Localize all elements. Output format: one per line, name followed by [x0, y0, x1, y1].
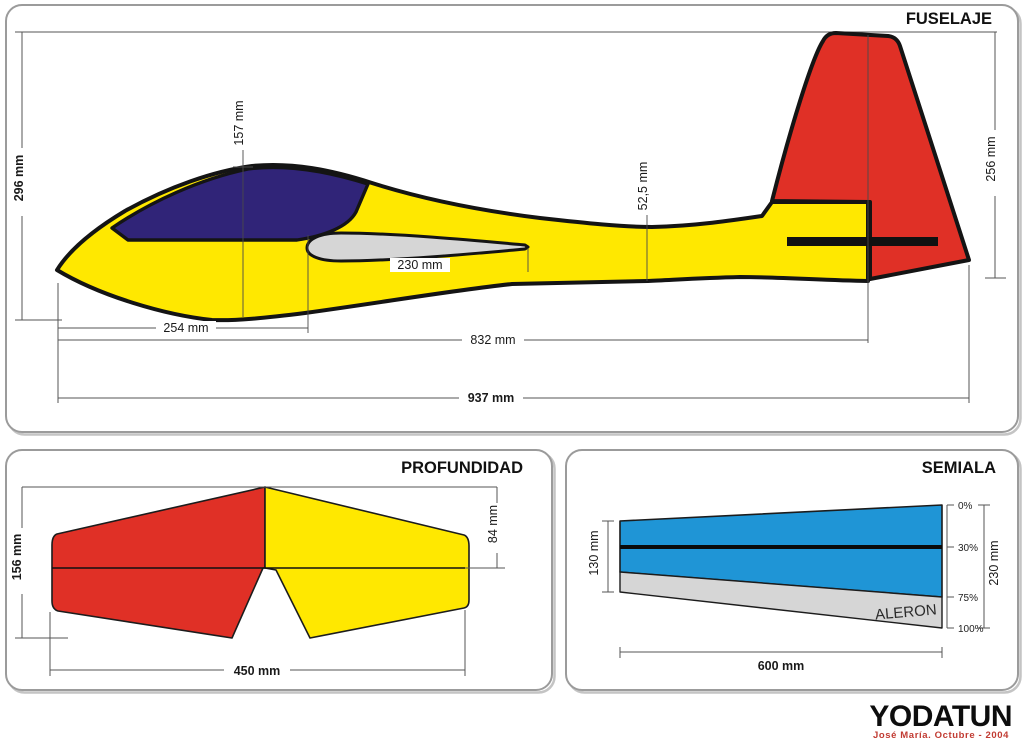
svg-text:937 mm: 937 mm	[468, 391, 515, 405]
svg-text:450 mm: 450 mm	[234, 664, 281, 678]
canopy	[110, 165, 370, 242]
dim-wing-tip-label: 130 mm	[587, 530, 601, 575]
fuselaje-station-lines	[233, 35, 869, 343]
fuselaje-panel: FUSELAJE	[5, 4, 1022, 436]
aileron-label: ALERON	[874, 601, 937, 623]
dim-wing-root-line	[978, 504, 990, 629]
svg-text:157 mm: 157 mm	[232, 100, 246, 145]
dim-wing-tip-line	[602, 520, 614, 593]
aileron-strip	[619, 571, 943, 629]
semiala-dim-labels: 130 mm 0% 30% 75% 100% 230 mm 600 mm	[587, 501, 1001, 673]
dim-stab-span-label: 450 mm	[224, 662, 290, 678]
svg-text:832 mm: 832 mm	[470, 333, 515, 347]
dim-total-height-label: 296 mm	[12, 148, 30, 216]
semiala-panel: SEMIALA ALERON 130 mm 0% 30% 75% 100% 23…	[565, 449, 1022, 694]
percent-mark-0: 0%	[958, 501, 973, 512]
dim-stab-tip-label: 84 mm	[486, 503, 504, 553]
svg-text:254 mm: 254 mm	[163, 321, 208, 335]
dim-nose-to-wing-label: 254 mm	[156, 321, 216, 335]
semiala-title: SEMIALA	[922, 459, 996, 477]
profundidad-panel: PROFUNDIDAD 156 mm 84 mm 450 mm	[5, 449, 556, 694]
station-line-cabin	[233, 150, 253, 317]
svg-text:256 mm: 256 mm	[984, 136, 998, 181]
dim-nose-to-fin-label: 832 mm	[462, 333, 524, 347]
fuselaje-title: FUSELAJE	[906, 10, 992, 28]
stabilizer-right-half	[264, 486, 470, 639]
percent-mark-100: 100%	[958, 624, 984, 635]
brand-name: YODATUN	[869, 700, 1012, 733]
svg-text:230 mm: 230 mm	[397, 258, 442, 272]
svg-text:156 mm: 156 mm	[10, 534, 24, 581]
svg-text:52,5 mm: 52,5 mm	[636, 162, 650, 211]
dim-total-length-label: 937 mm	[459, 390, 523, 406]
dim-fin-height-label: 256 mm	[984, 130, 1002, 196]
svg-text:84 mm: 84 mm	[486, 505, 500, 543]
tail-fin	[770, 31, 971, 281]
percent-mark-75: 75%	[958, 593, 978, 604]
fuselage-drawing	[55, 31, 971, 323]
stabilizer-left-half	[51, 486, 266, 639]
dim-boom-height-label: 52,5 mm	[636, 162, 650, 211]
stabilizer-drawing	[51, 486, 470, 639]
wing-airfoil-section	[305, 231, 530, 263]
dim-wing-span-line	[619, 647, 943, 658]
footer-logo: YODATUN José María. Octubre - 2004	[869, 700, 1012, 740]
percent-mark-30: 30%	[958, 543, 978, 554]
dim-stab-height-label: 156 mm	[10, 528, 29, 594]
semiala-dim-lines	[602, 504, 990, 658]
credit-line: José María. Octubre - 2004	[873, 730, 1009, 740]
dim-wing-span-label: 600 mm	[758, 659, 805, 673]
profundidad-dim-labels: 156 mm 84 mm 450 mm	[10, 503, 504, 678]
dim-wing-root-label: 230 mm	[987, 540, 1001, 585]
percent-scale-line	[946, 504, 954, 629]
dim-cabin-height-label: 157 mm	[232, 100, 246, 145]
stabilizer-slot-bar	[787, 237, 938, 246]
svg-text:296 mm: 296 mm	[12, 155, 26, 202]
dim-wing-chord-label: 230 mm	[390, 258, 450, 272]
profundidad-title: PROFUNDIDAD	[401, 459, 523, 477]
wing-drawing: ALERON	[619, 504, 943, 629]
fuselaje-dim-labels: 296 mm 157 mm 254 mm 230 mm 52,5 mm 832 …	[12, 100, 1002, 406]
